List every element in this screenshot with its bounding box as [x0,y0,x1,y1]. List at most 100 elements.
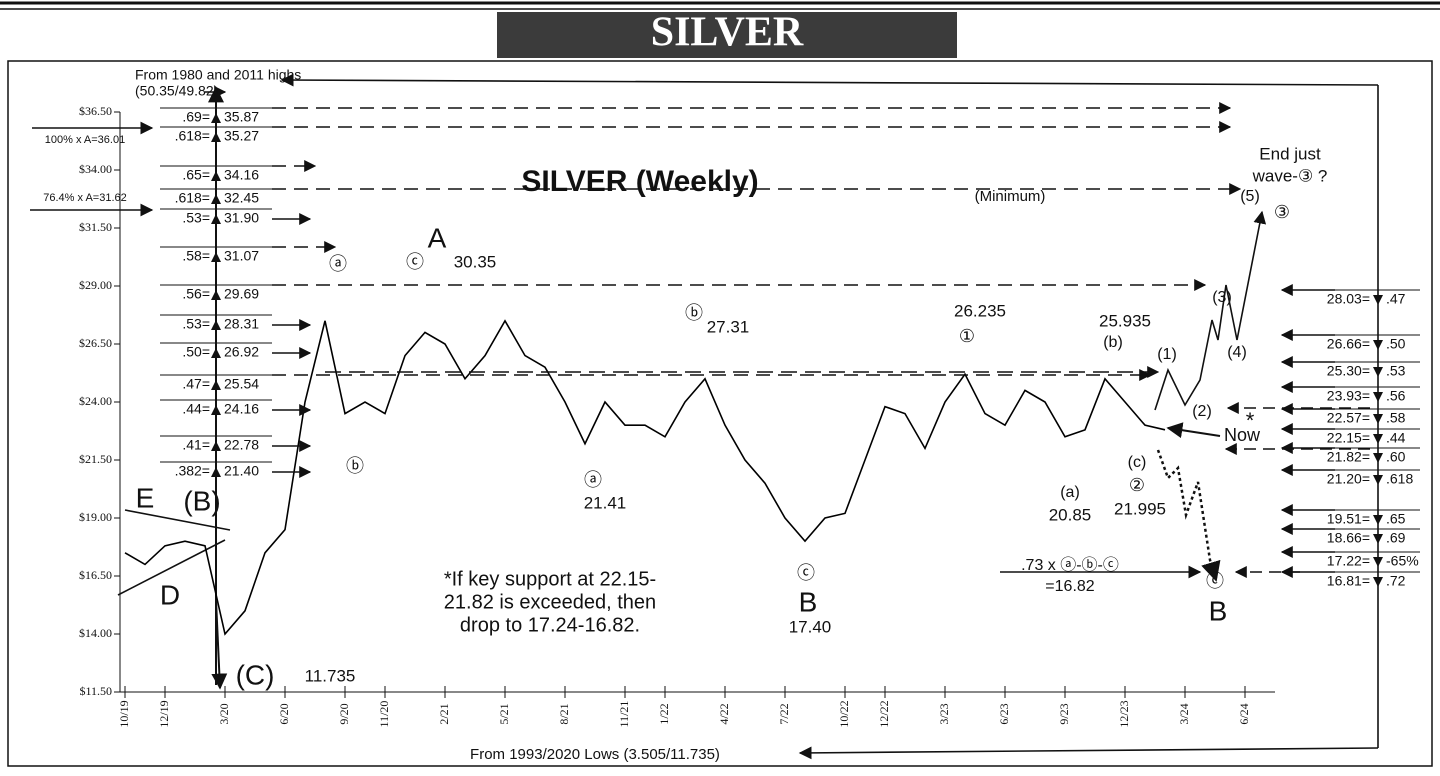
x-tick-label: 3/23 [937,703,951,724]
ladder-ratio: .44 [1386,430,1406,446]
ladder-level: 26.66= [1327,336,1370,352]
ladder-triangle [1373,475,1383,485]
ladder-level: 22.57= [1327,410,1370,426]
x-tick-label: 10/22 [837,700,851,727]
ladder-price: 31.07 [224,248,259,264]
ladder-level: 16.81= [1327,573,1370,589]
annotation: 27.31 [707,317,750,336]
ladder-ratio: .69 [1386,530,1406,546]
ladder-ratio: .53 [1386,363,1406,379]
y-tick-label: $21.50 [79,452,112,466]
annotation: 17.40 [789,617,832,636]
ladder-triangle [1373,414,1383,424]
y-tick-label: $11.50 [79,684,112,698]
ladder-level: 21.20= [1327,471,1370,487]
ladder-ratio: .56 [1386,388,1406,404]
ladder-triangle [211,380,221,390]
x-tick-label: 6/24 [1237,703,1251,724]
annotation: ⓐ [584,470,602,490]
ladder-ratio: .65 [1386,511,1406,527]
annotation: (3) [1212,289,1232,306]
ladder-level: 19.51= [1327,511,1370,527]
wave-projections [30,73,1379,760]
annotation: =16.82 [1045,578,1094,595]
ladder-level: 18.66= [1327,530,1370,546]
ladder-triangle [1373,453,1383,463]
ladder-price: 28.31 [224,316,259,332]
chart-subtitle: SILVER (Weekly) [521,165,758,198]
ladder-ratio: .47 [1386,291,1406,307]
annotation: ⓒ [1206,571,1224,591]
y-tick-label: $31.50 [79,220,112,234]
y-tick-label: $16.50 [79,568,112,582]
y-tick-label: $34.00 [79,162,112,176]
ladder-ratio: .618= [175,128,210,144]
annotation: wave-③ ? [1252,166,1328,185]
ladder-ratio: .56= [182,286,210,302]
annotation: ③ [1274,202,1290,222]
ladder-price: 25.54 [224,376,259,392]
ladder-price: 35.27 [224,128,259,144]
y-tick-label: $29.00 [79,278,112,292]
annotation: 26.235 [954,301,1006,320]
ladder-price: 32.45 [224,190,259,206]
annotation: * [1246,408,1255,433]
ladder-triangle [211,441,221,451]
annotation: 30.35 [454,252,497,271]
ladder-triangle [1373,557,1383,567]
chart-title: SILVER [651,10,804,56]
x-tick-label: 10/19 [117,700,131,727]
annotation: A [428,222,447,253]
annotation: .73 x ⓐ-ⓑ-ⓒ [1021,556,1119,574]
ladder-triangle [211,320,221,330]
ladder-ratio: .58= [182,248,210,264]
annotation: 100% x A=36.01 [45,134,125,146]
ladder-triangle [1373,534,1383,544]
annotation: 21.995 [1114,499,1166,518]
x-tick-label: 9/20 [337,703,351,724]
annotation: End just [1259,144,1321,163]
annotation: 76.4% x A=31.62 [43,192,126,204]
annotation: From 1993/2020 Lows (3.505/11.735) [470,746,720,763]
ladder-ratio: .69= [182,109,210,125]
annotation: (5) [1240,188,1260,205]
annotation: (4) [1227,344,1247,361]
ladder-level: 25.30= [1327,363,1370,379]
ladder-triangle [1373,392,1383,402]
x-tick-label: 3/24 [1177,703,1191,724]
annotation: (1) [1157,346,1177,363]
x-tick-label: 12/22 [877,700,891,727]
y-tick-label: $14.00 [79,626,112,640]
annotation: ⓒ [797,563,815,583]
x-tick-label: 12/19 [157,700,171,727]
annotation: (c) [1128,454,1147,471]
ladder-level: 23.93= [1327,388,1370,404]
ladder-price: 35.87 [224,109,259,125]
ladder-triangle [211,171,221,181]
annotation: From 1980 and 2011 highs [135,67,301,83]
x-tick-label: 5/21 [497,703,511,724]
ladder-level: 17.22= [1327,553,1370,569]
ladder-triangle [1373,515,1383,525]
ladder-level: 22.15= [1327,430,1370,446]
ladder-ratio: .53= [182,316,210,332]
annotation: (50.35/49.82) [135,83,218,99]
annotation: ② [1129,475,1145,495]
annotation: 21.41 [584,493,627,512]
low-arrow [211,599,228,690]
annotation: 11.735 [305,666,356,685]
annotation: (B) [183,485,220,516]
annotation: ⓑ [346,456,364,476]
ladder-ratio: .47= [182,376,210,392]
ladder-price: 24.16 [224,401,259,417]
x-tick-label: 11/21 [617,701,631,728]
ladder-triangle [211,467,221,477]
annotation: ⓒ [406,252,424,272]
ladder-triangle [211,194,221,204]
x-tick-label: 6/23 [997,703,1011,724]
ladder-price: 22.78 [224,437,259,453]
x-tick-label: 1/22 [657,703,671,724]
annotation: drop to 17.24-16.82. [460,614,640,636]
